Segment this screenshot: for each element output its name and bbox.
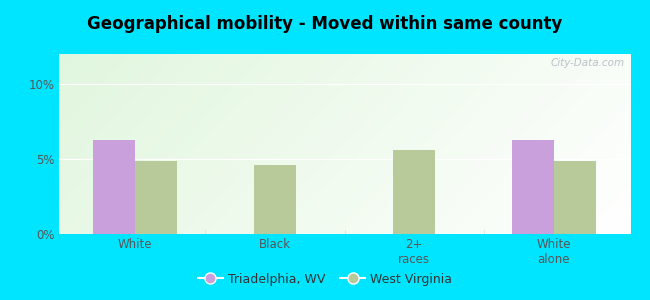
Bar — [94, 140, 135, 234]
Bar — [393, 150, 436, 234]
Bar — [254, 165, 296, 234]
Bar — [554, 160, 595, 234]
Bar — [135, 160, 177, 234]
Text: City-Data.com: City-Data.com — [551, 58, 625, 68]
Text: Geographical mobility - Moved within same county: Geographical mobility - Moved within sam… — [87, 15, 563, 33]
Bar — [512, 140, 554, 234]
Legend: Triadelphia, WV, West Virginia: Triadelphia, WV, West Virginia — [193, 268, 457, 291]
